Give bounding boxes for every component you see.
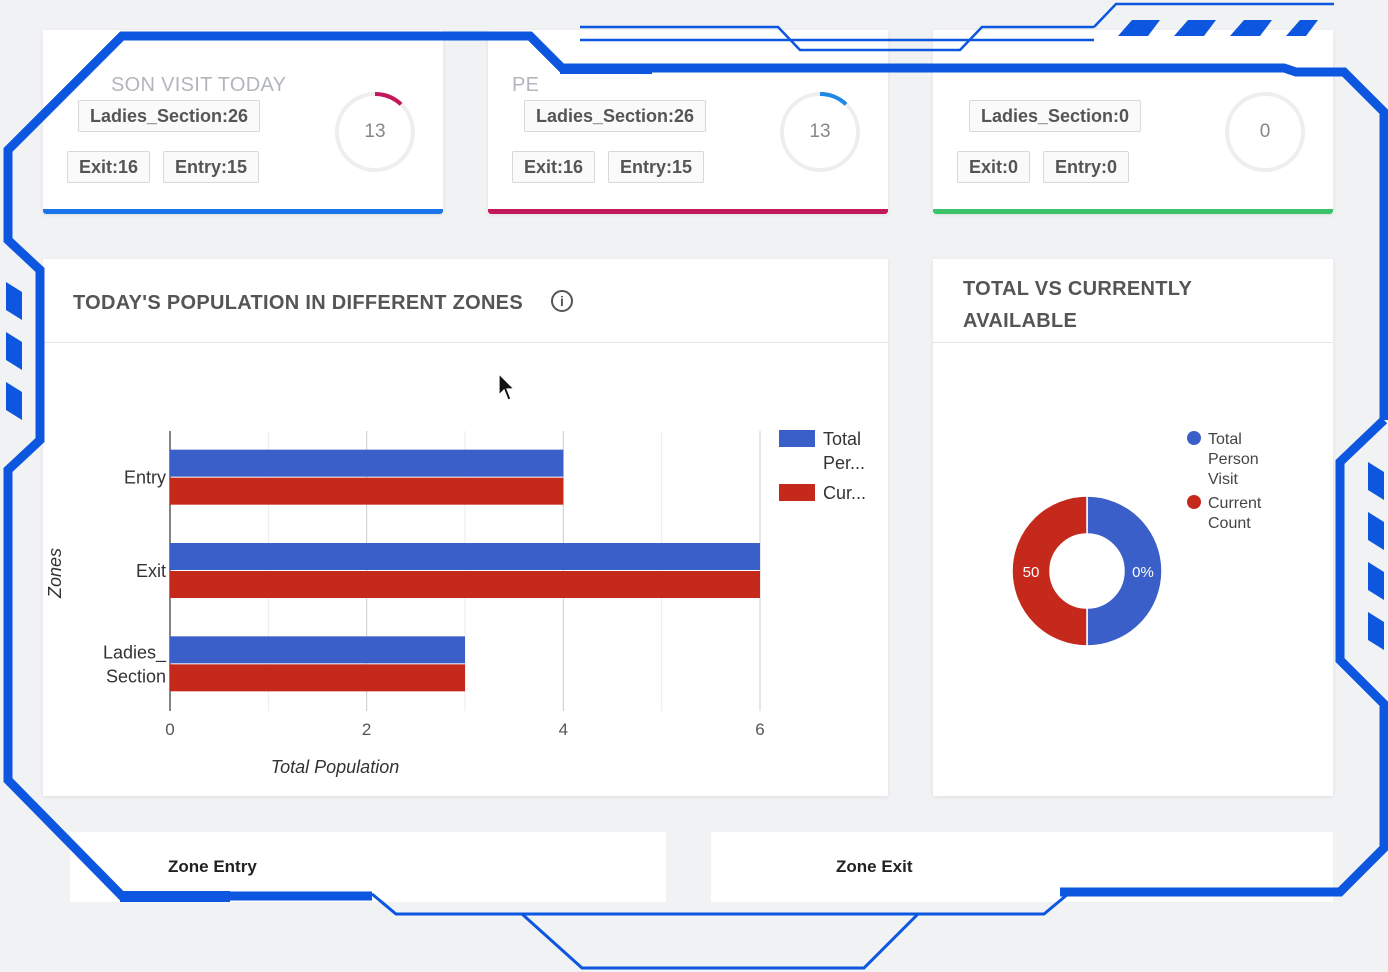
stat-card-2[interactable]: PE Ladies_Section:26 Exit:16 Entry:15 13 (488, 30, 888, 214)
bar-ladies-section-current (170, 664, 465, 692)
exit-tag: Exit:0 (957, 151, 1031, 183)
category-label: Ladies_ (103, 642, 167, 663)
x-axis-title: Total Population (271, 757, 399, 777)
legend-swatch (779, 484, 815, 501)
ladies-section-tag: Ladies_Section:0 (969, 100, 1142, 132)
entry-tag: Entry:0 (1043, 151, 1130, 183)
ladies-section-tag: Ladies_Section:26 (524, 100, 707, 132)
exit-tag: Exit:16 (67, 151, 151, 183)
accent-bar (43, 209, 443, 214)
bar-entry-total (170, 449, 564, 477)
population-panel-title: TODAY'S POPULATION IN DIFFERENT ZONES (73, 292, 523, 314)
zone-entry-title: Zone Entry (168, 857, 257, 876)
legend-label: Total (823, 429, 861, 449)
legend-dot (1187, 495, 1201, 509)
total-vs-current-panel: TOTAL VS CURRENTLY AVAILABLE 0% 50 Total Pe… (933, 259, 1333, 796)
ring-value: 13 (364, 121, 386, 142)
zone-exit-card[interactable]: Zone Exit (711, 832, 1333, 902)
bar-exit-total (170, 543, 760, 570)
stat-card-title: SON VISIT TODAY (111, 74, 287, 96)
population-bar-chart: Entry Exit Ladies_ Section 0 2 4 6 Total Populat… (45, 429, 866, 777)
total-panel-title: TOTAL VS CURRENTLY AVAILABLE (963, 273, 1192, 337)
bar-entry-current (170, 477, 564, 505)
population-panel: TODAY'S POPULATION IN DIFFERENT ZONES En… (43, 259, 888, 796)
x-tick-label: 0 (165, 720, 174, 739)
ring-value: 13 (809, 121, 831, 142)
legend-label: Cur... (823, 483, 866, 503)
entry-tag: Entry:15 (163, 151, 260, 183)
info-icon[interactable] (551, 290, 573, 312)
legend-dot (1187, 431, 1201, 445)
accent-bar (933, 209, 1333, 214)
entry-tag: Entry:15 (608, 151, 705, 183)
zone-entry-card[interactable]: Zone Entry (70, 832, 666, 902)
category-label: Entry (124, 468, 166, 488)
legend-label: Count (1208, 515, 1251, 532)
mouse-cursor-icon (498, 373, 516, 401)
legend-swatch (779, 430, 815, 447)
ring-value: 0 (1259, 121, 1271, 142)
zone-exit-title: Zone Exit (836, 857, 913, 876)
total-panel-title-line: AVAILABLE (963, 310, 1078, 332)
stat-card-3[interactable]: Ladies_Section:0 Exit:0 Entry:0 0 (933, 30, 1333, 214)
x-tick-label: 2 (362, 720, 371, 739)
bar-ladies-section-total (170, 636, 465, 664)
bar-exit-current (170, 571, 760, 598)
ladies-section-tag: Ladies_Section:26 (78, 100, 261, 132)
total-panel-title-line: TOTAL VS CURRENTLY (963, 278, 1193, 300)
legend-label: Person (1208, 451, 1259, 468)
exit-tag: Exit:16 (512, 151, 596, 183)
total-donut-chart: 0% 50 Total Person Visit Current Count (1011, 431, 1262, 647)
legend-label: Current (1208, 495, 1262, 512)
legend-label: Total (1208, 431, 1242, 448)
x-tick-label: 6 (755, 720, 764, 739)
legend-label: Per... (823, 453, 865, 473)
category-label: Section (106, 666, 166, 686)
y-axis-title: Zones (45, 548, 65, 599)
legend-label: Visit (1208, 471, 1238, 488)
category-label: Exit (136, 561, 166, 581)
donut-slice-label: 50 (1023, 564, 1040, 581)
x-tick-label: 4 (559, 720, 568, 739)
stat-card-1[interactable]: SON VISIT TODAY Ladies_Section:26 Exit:1… (43, 30, 443, 214)
donut-slice-label: 0% (1132, 564, 1154, 581)
stat-card-title: PE (512, 74, 540, 96)
accent-bar (488, 209, 888, 214)
